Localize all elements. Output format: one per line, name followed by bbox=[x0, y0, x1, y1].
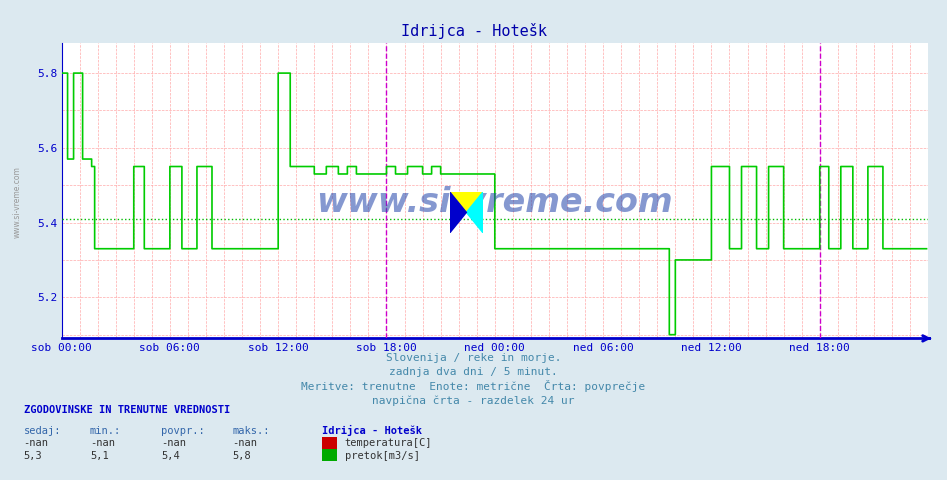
Text: zadnja dva dni / 5 minut.: zadnja dva dni / 5 minut. bbox=[389, 367, 558, 377]
Text: pretok[m3/s]: pretok[m3/s] bbox=[345, 451, 420, 460]
Text: min.:: min.: bbox=[90, 426, 121, 435]
Text: 5,3: 5,3 bbox=[24, 451, 43, 460]
Text: -nan: -nan bbox=[161, 438, 186, 448]
Text: ZGODOVINSKE IN TRENUTNE VREDNOSTI: ZGODOVINSKE IN TRENUTNE VREDNOSTI bbox=[24, 406, 230, 415]
Text: maks.:: maks.: bbox=[232, 426, 270, 435]
Text: -nan: -nan bbox=[90, 438, 115, 448]
Text: temperatura[C]: temperatura[C] bbox=[345, 438, 432, 448]
Text: www.si-vreme.com: www.si-vreme.com bbox=[12, 166, 22, 238]
Text: navpična črta - razdelek 24 ur: navpična črta - razdelek 24 ur bbox=[372, 396, 575, 406]
Text: -nan: -nan bbox=[232, 438, 257, 448]
Text: povpr.:: povpr.: bbox=[161, 426, 205, 435]
Text: sedaj:: sedaj: bbox=[24, 426, 62, 435]
Text: Idrijca - Hotešk: Idrijca - Hotešk bbox=[401, 23, 546, 39]
Polygon shape bbox=[450, 192, 483, 212]
Text: 5,4: 5,4 bbox=[161, 451, 180, 460]
Text: Meritve: trenutne  Enote: metrične  Črta: povprečje: Meritve: trenutne Enote: metrične Črta: … bbox=[301, 380, 646, 393]
Text: Idrijca - Hotešk: Idrijca - Hotešk bbox=[322, 425, 422, 436]
Text: www.si-vreme.com: www.si-vreme.com bbox=[316, 186, 673, 219]
Text: Slovenija / reke in morje.: Slovenija / reke in morje. bbox=[385, 353, 562, 362]
Text: 5,1: 5,1 bbox=[90, 451, 109, 460]
Polygon shape bbox=[450, 192, 466, 233]
Text: -nan: -nan bbox=[24, 438, 48, 448]
Polygon shape bbox=[466, 192, 483, 233]
Text: 5,8: 5,8 bbox=[232, 451, 251, 460]
